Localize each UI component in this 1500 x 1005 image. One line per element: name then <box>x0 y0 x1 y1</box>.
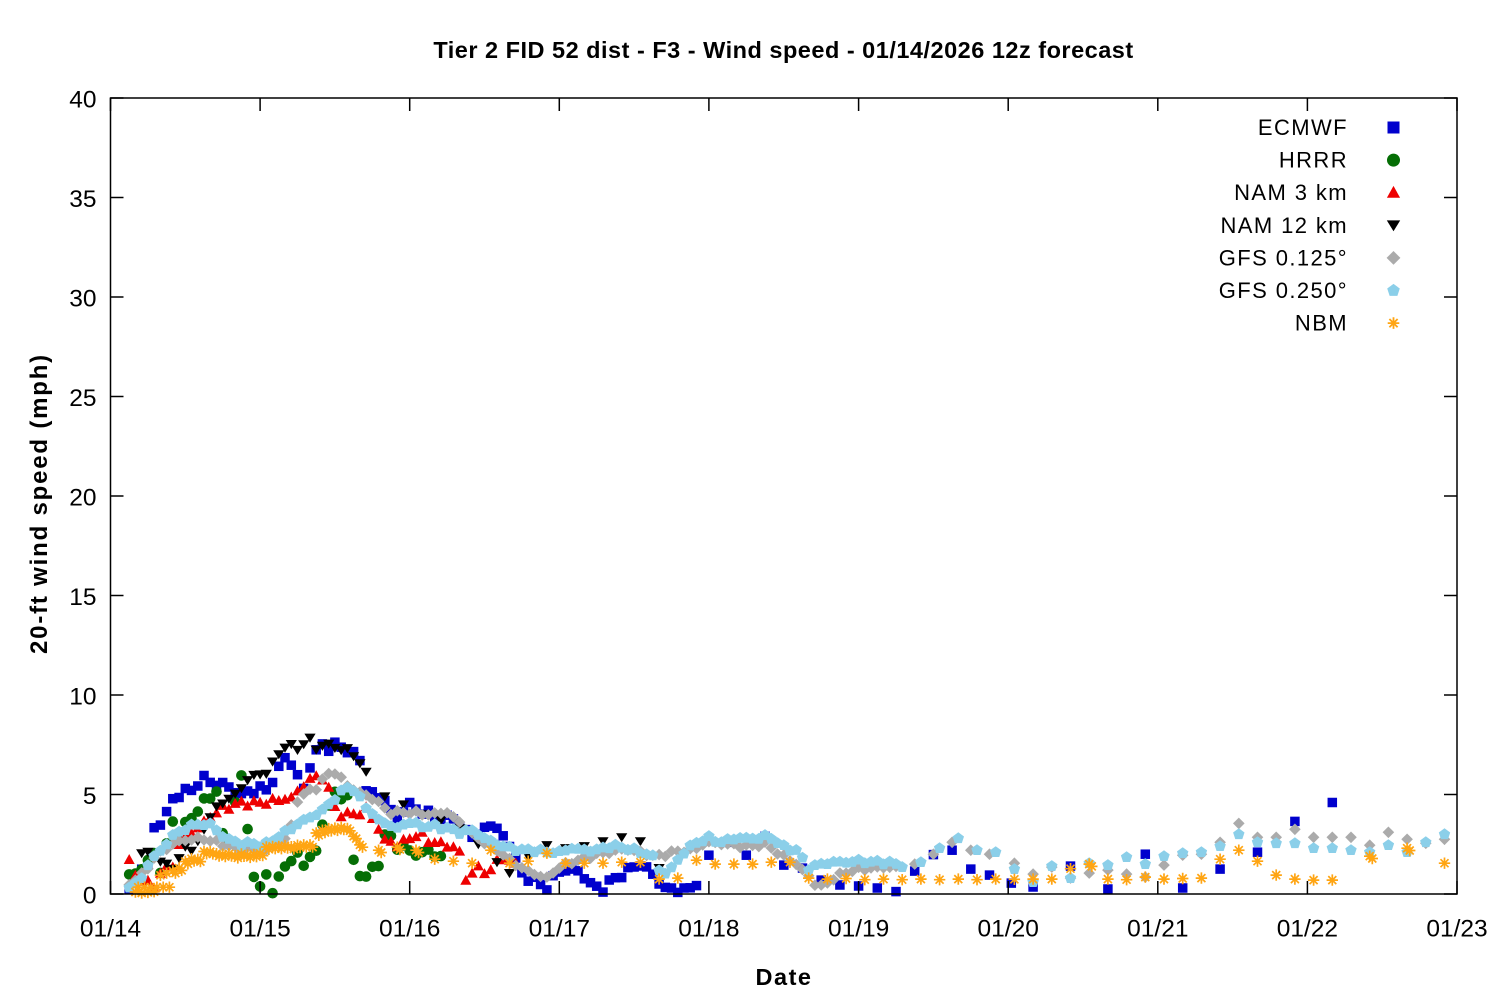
svg-text:01/17: 01/17 <box>529 916 590 943</box>
svg-text:35: 35 <box>69 186 96 213</box>
svg-text:10: 10 <box>69 684 96 711</box>
svg-text:01/21: 01/21 <box>1127 916 1188 943</box>
svg-text:15: 15 <box>69 584 96 611</box>
svg-text:01/23: 01/23 <box>1426 916 1487 943</box>
svg-text:0: 0 <box>83 883 97 910</box>
svg-text:GFS 0.250°: GFS 0.250° <box>1219 278 1348 303</box>
svg-text:40: 40 <box>69 87 96 114</box>
svg-text:HRRR: HRRR <box>1279 148 1348 173</box>
svg-text:01/20: 01/20 <box>978 916 1039 943</box>
svg-text:NBM: NBM <box>1295 311 1348 336</box>
svg-text:01/16: 01/16 <box>379 916 440 943</box>
svg-text:01/18: 01/18 <box>678 916 739 943</box>
svg-text:01/22: 01/22 <box>1277 916 1338 943</box>
svg-text:01/14: 01/14 <box>80 916 141 943</box>
svg-text:Tier 2 FID 52 dist - F3 - Wind: Tier 2 FID 52 dist - F3 - Wind speed - 0… <box>433 37 1133 63</box>
svg-text:01/15: 01/15 <box>229 916 290 943</box>
svg-text:ECMWF: ECMWF <box>1258 115 1348 140</box>
svg-text:25: 25 <box>69 385 96 412</box>
svg-text:NAM 3 km: NAM 3 km <box>1234 180 1348 205</box>
svg-text:30: 30 <box>69 286 96 313</box>
svg-text:20-ft wind speed (mph): 20-ft wind speed (mph) <box>26 353 53 654</box>
svg-text:NAM 12 km: NAM 12 km <box>1220 213 1348 238</box>
svg-text:01/19: 01/19 <box>828 916 889 943</box>
svg-text:5: 5 <box>83 783 97 810</box>
svg-text:20: 20 <box>69 485 96 512</box>
svg-text:Date: Date <box>756 964 813 990</box>
svg-text:GFS 0.125°: GFS 0.125° <box>1219 245 1348 270</box>
